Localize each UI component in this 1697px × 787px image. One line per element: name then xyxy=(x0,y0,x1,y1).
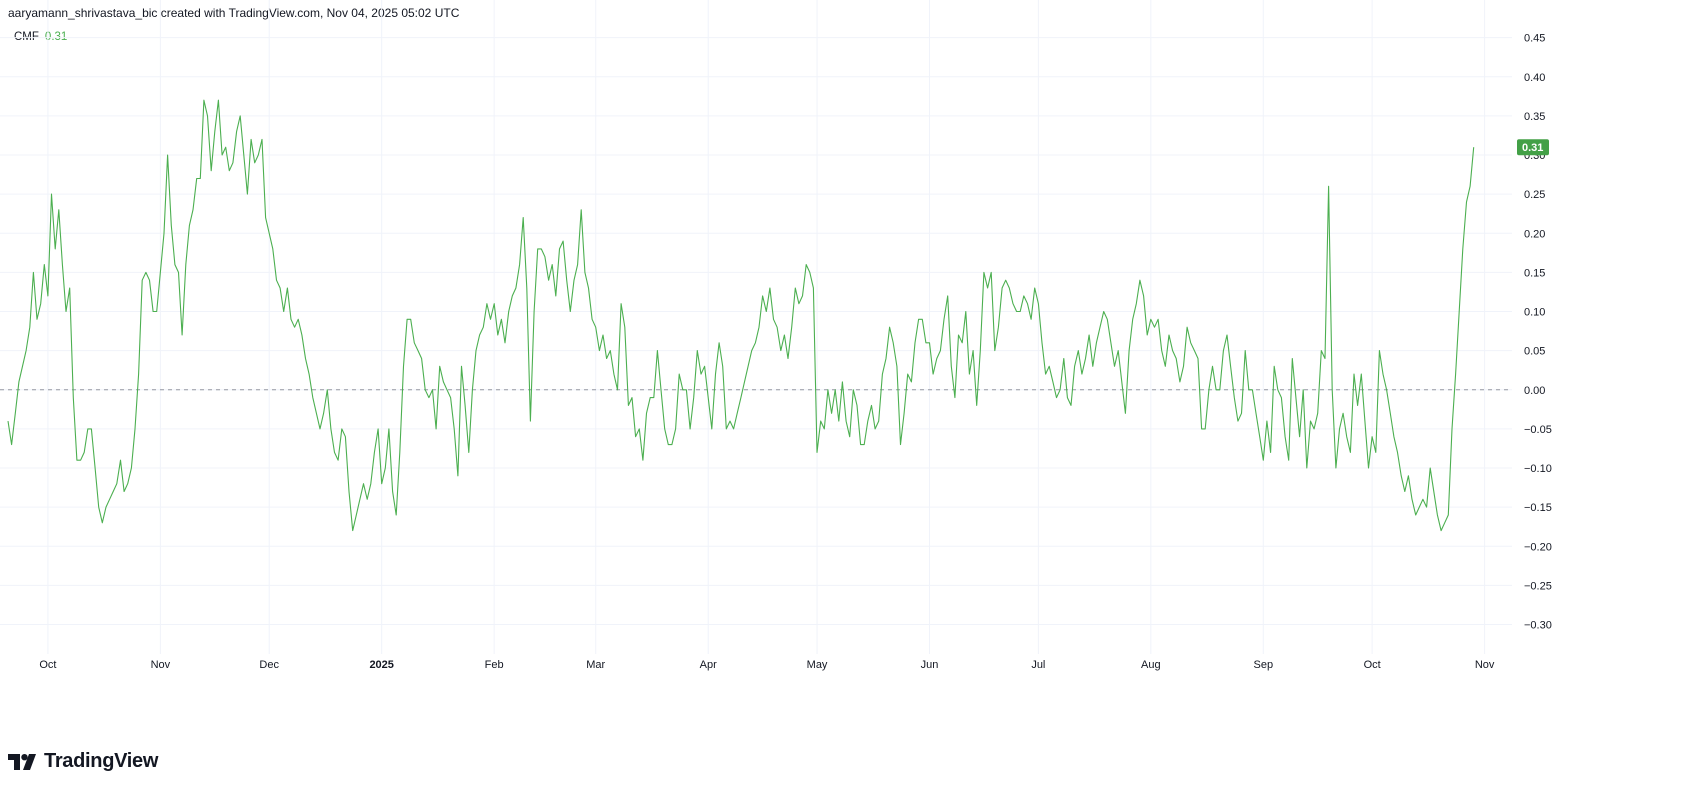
y-tick-label: 0.45 xyxy=(1524,33,1545,45)
legend-indicator-name: CMF xyxy=(14,31,39,43)
legend-indicator-value: 0.31 xyxy=(44,31,68,43)
indicator-legend[interactable]: CMF 0.31 xyxy=(14,31,67,43)
y-tick-label: 0.00 xyxy=(1524,385,1545,397)
y-tick-label: −0.15 xyxy=(1524,502,1552,514)
x-tick-label: Feb xyxy=(485,659,504,671)
cmf-series-line xyxy=(7,99,1475,532)
x-tick-label: Oct xyxy=(39,659,56,671)
x-tick-label: 2025 xyxy=(369,659,393,671)
y-tick-label: 0.40 xyxy=(1524,72,1545,84)
tradingview-logo[interactable]: TradingView xyxy=(8,750,158,773)
x-tick-label: Jul xyxy=(1031,659,1045,671)
last-value-badge-text: 0.31 xyxy=(1522,142,1543,154)
last-value-badge: 0.31 xyxy=(1517,139,1549,156)
y-tick-label: −0.25 xyxy=(1524,580,1552,592)
chart-grid xyxy=(0,0,1512,654)
x-tick-label: May xyxy=(807,659,828,671)
last-value-badge-bg xyxy=(1517,139,1549,156)
y-tick-label: −0.05 xyxy=(1524,424,1552,436)
x-tick-label: Nov xyxy=(1475,659,1495,671)
x-tick-label: Oct xyxy=(1364,659,1381,671)
y-tick-label: 0.35 xyxy=(1524,111,1545,123)
y-tick-label: 0.15 xyxy=(1524,267,1545,279)
x-tick-label: Apr xyxy=(700,659,717,671)
x-tick-label: Sep xyxy=(1254,659,1274,671)
y-tick-label: 0.05 xyxy=(1524,346,1545,358)
x-tick-label: Dec xyxy=(259,659,279,671)
x-tick-label: Aug xyxy=(1141,659,1161,671)
y-tick-label: −0.10 xyxy=(1524,463,1552,475)
x-tick-label: Nov xyxy=(151,659,171,671)
x-tick-label: Jun xyxy=(921,659,939,671)
x-axis-ticks: Oct Nov Dec 2025 Feb Mar Apr May Jun Jul Aug Sep Oct… xyxy=(39,659,1495,671)
y-tick-label: −0.30 xyxy=(1524,620,1552,632)
y-tick-label: 0.25 xyxy=(1524,189,1545,201)
y-axis-ticks: 0.450.400.350.300.250.200.150.100.050.00… xyxy=(1524,33,1552,632)
tradingview-logo-icon xyxy=(8,753,36,770)
tradingview-logo-text: TradingView xyxy=(44,750,159,772)
y-tick-label: 0.20 xyxy=(1524,228,1545,240)
y-tick-label: −0.20 xyxy=(1524,541,1552,553)
y-tick-label: 0.10 xyxy=(1524,307,1545,319)
chart-credit-header: aaryamann_shrivastava_bic created with T… xyxy=(8,6,460,20)
x-tick-label: Mar xyxy=(586,659,605,671)
